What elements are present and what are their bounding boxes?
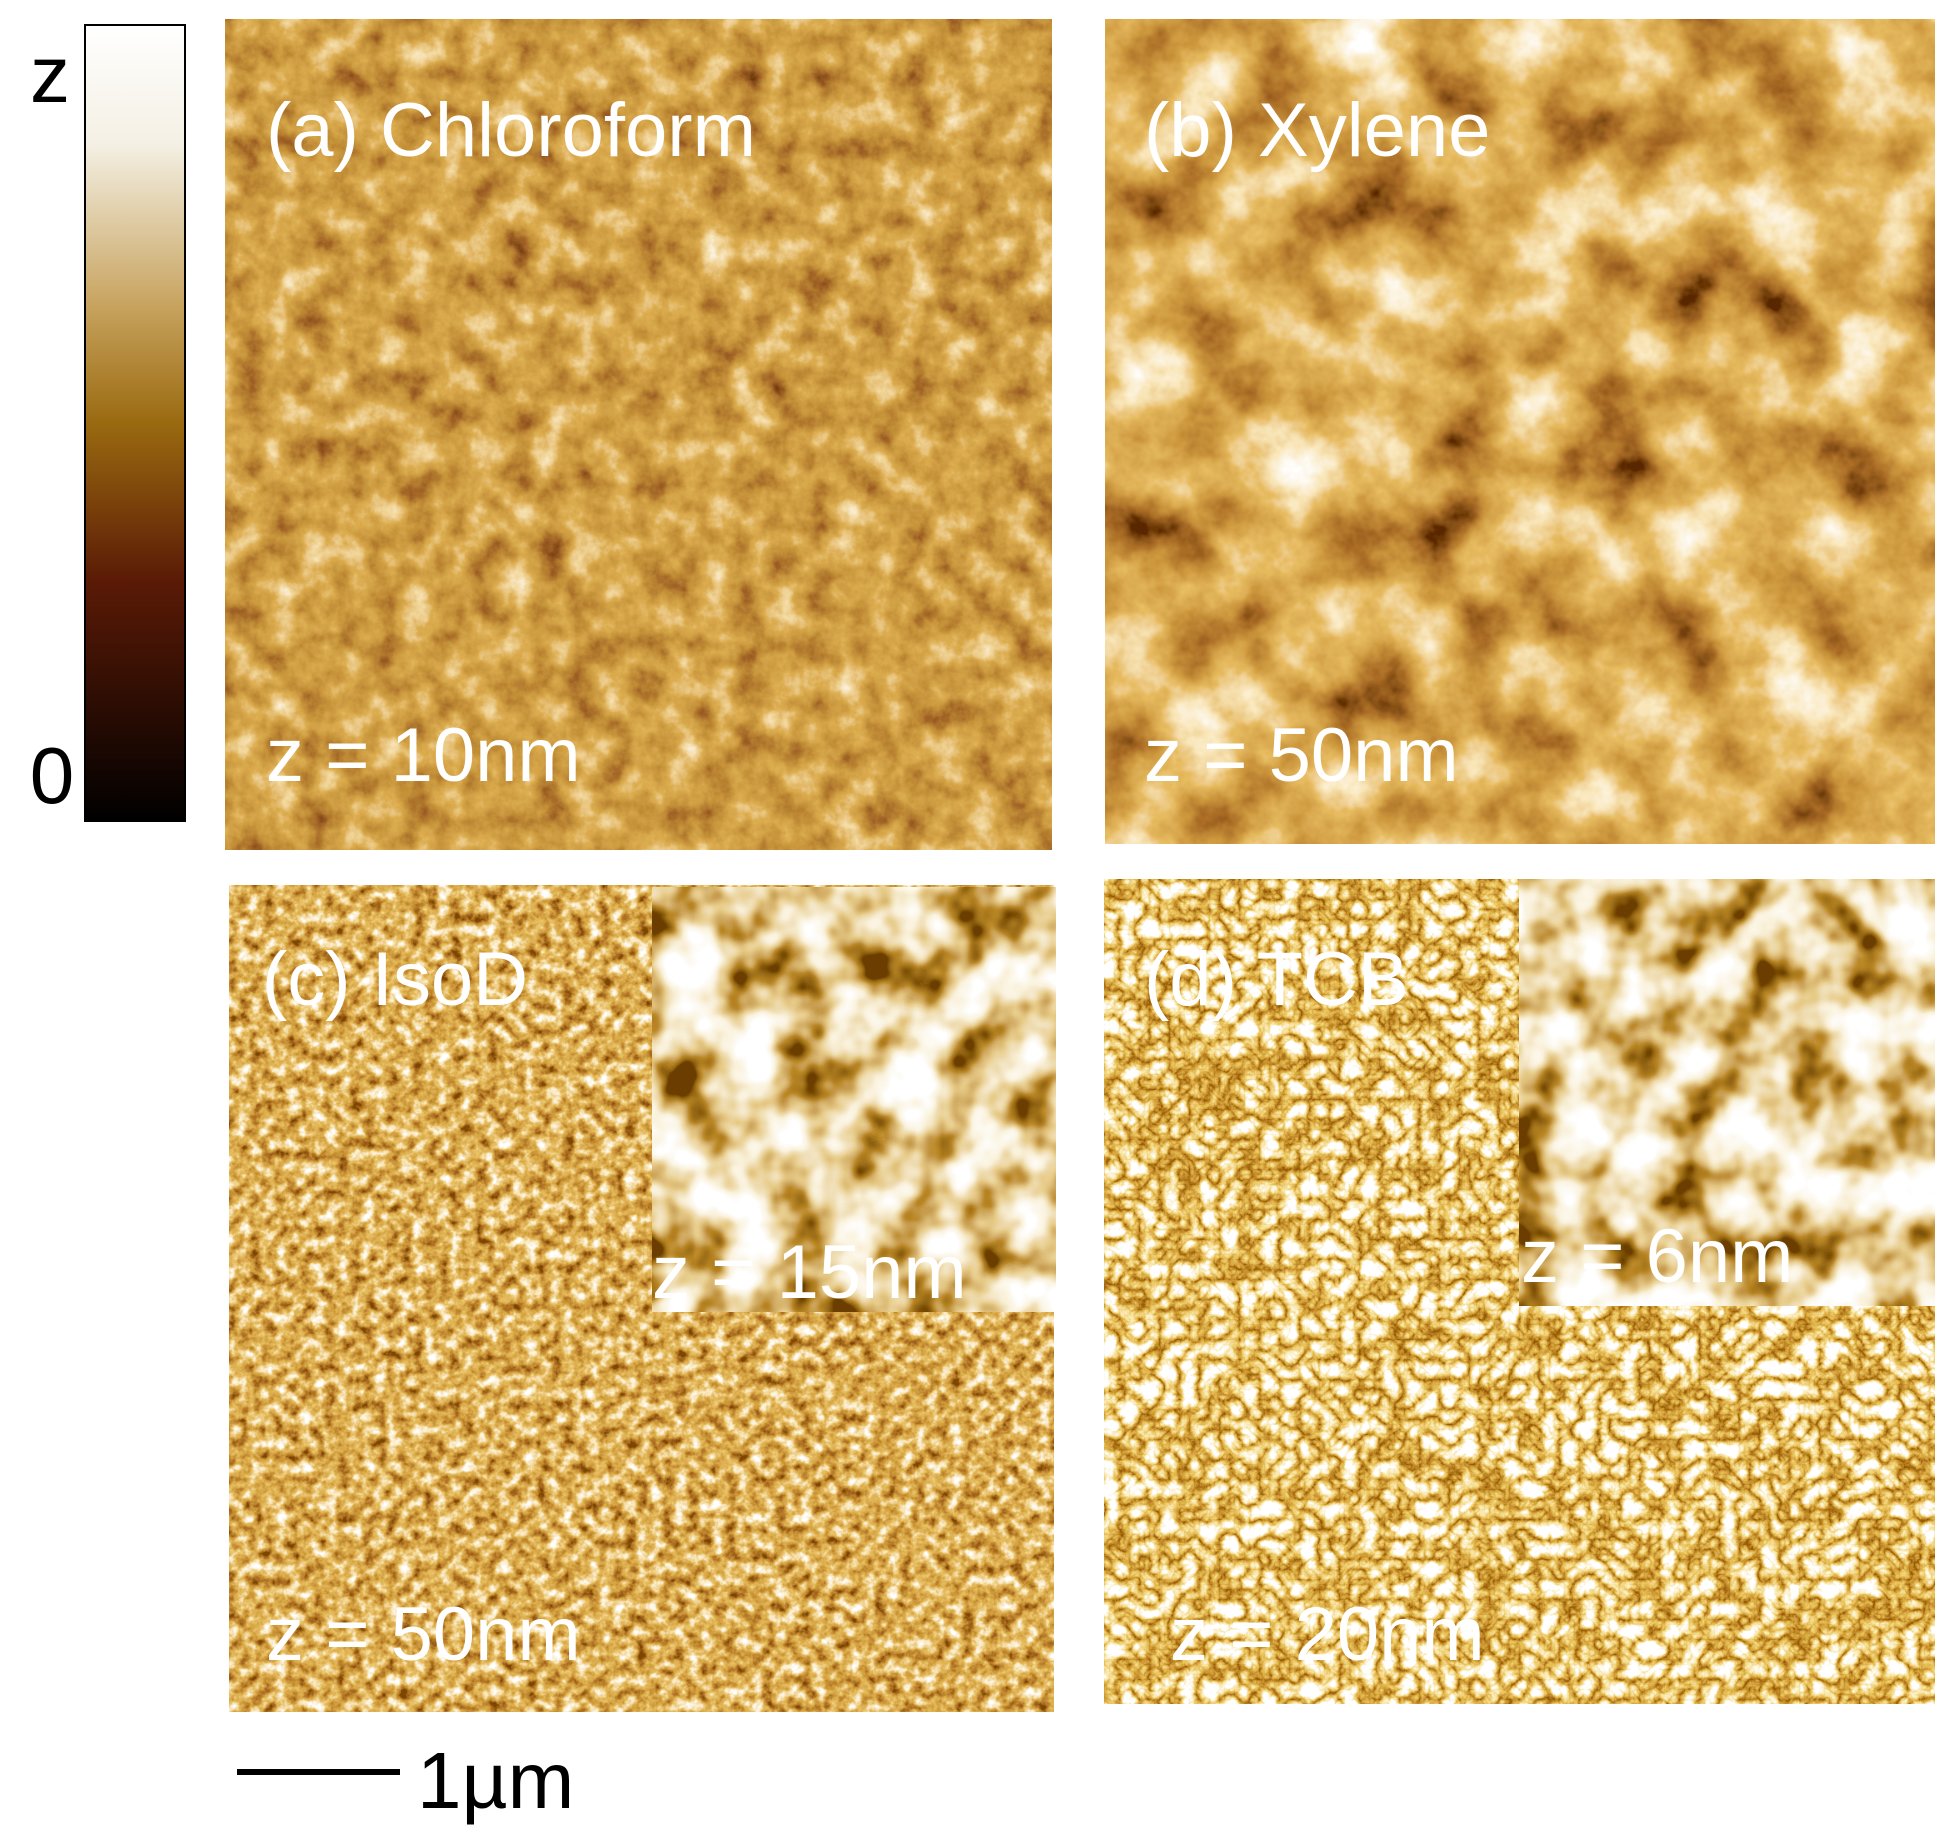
- afm-image: [1105, 19, 1935, 844]
- afm-inset: [652, 887, 1056, 1312]
- colorbar-top-label: z: [30, 30, 70, 119]
- z-label: z = 50nm: [1144, 713, 1459, 798]
- panel-label: (c) IsoD: [262, 937, 528, 1022]
- colorbar: [84, 24, 186, 822]
- afm-image: [225, 19, 1052, 850]
- scale-bar-label: 1µm: [417, 1736, 574, 1825]
- z-label: z = 10nm: [266, 713, 581, 798]
- afm-inset: [1519, 879, 1935, 1306]
- inset-z-label: z = 15nm: [652, 1230, 967, 1315]
- colorbar-bottom-label: 0: [30, 731, 75, 820]
- z-label: z = 50nm: [266, 1592, 581, 1677]
- panel-label: (b) Xylene: [1144, 88, 1490, 173]
- panel-label: (d) TCB: [1144, 937, 1409, 1022]
- z-label: z = 20nm: [1170, 1592, 1485, 1677]
- inset-z-label: z = 6nm: [1521, 1214, 1793, 1299]
- panel-label: (a) Chloroform: [266, 88, 756, 173]
